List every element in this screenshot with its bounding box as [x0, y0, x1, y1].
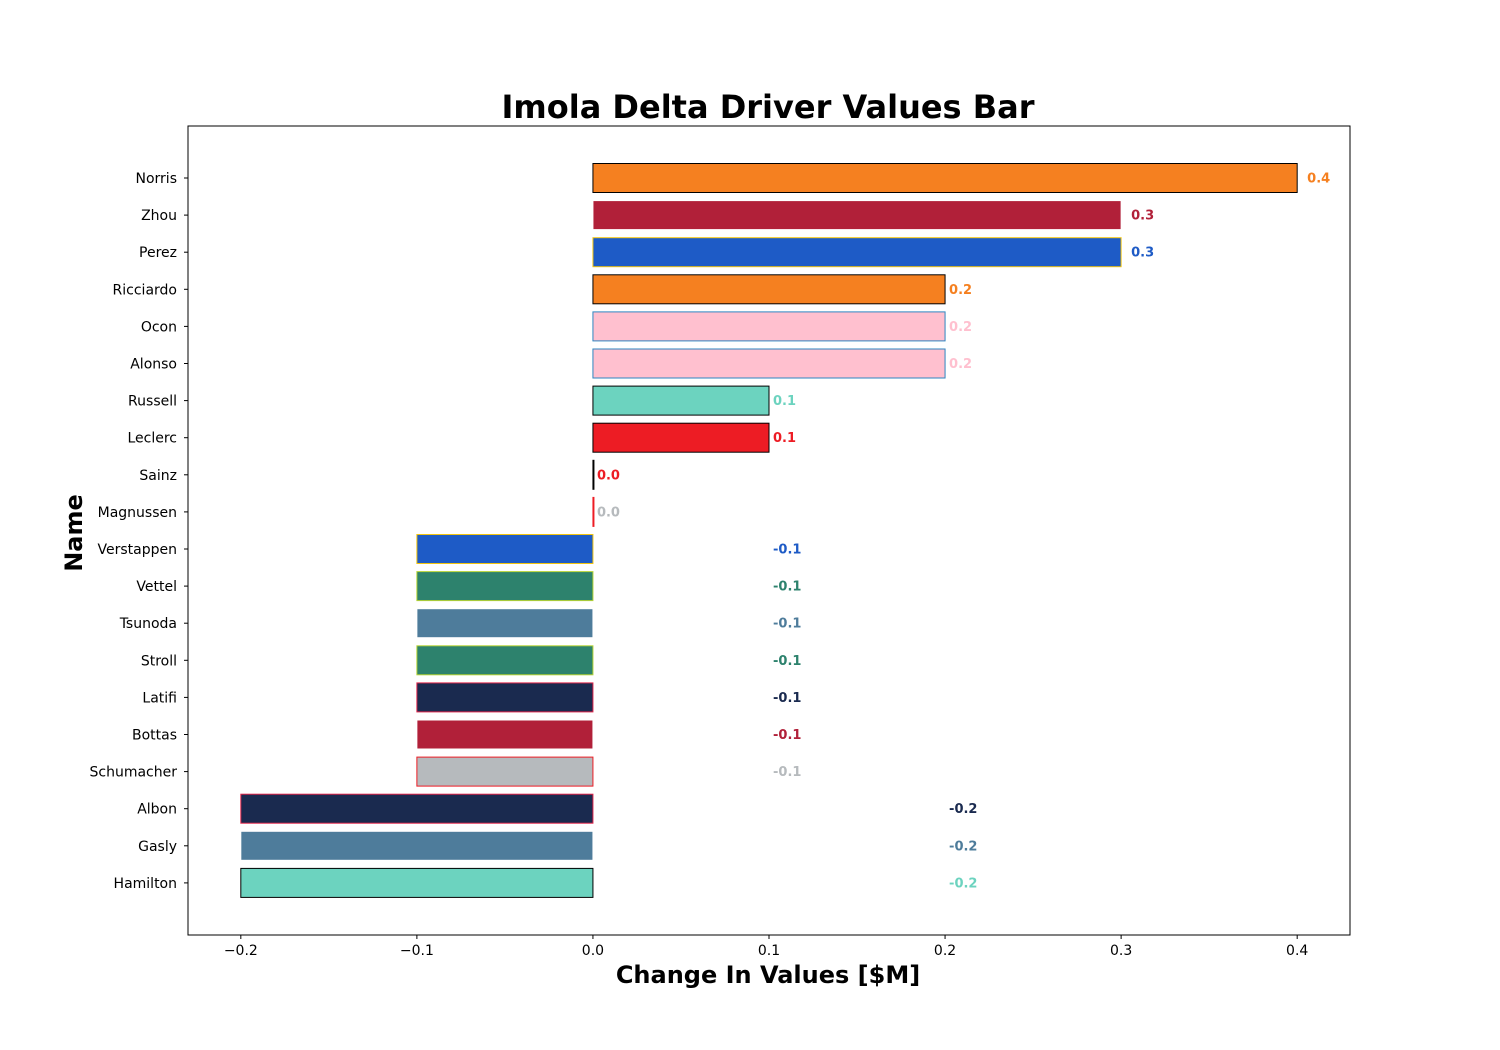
y-tick-label-gasly: Gasly	[138, 839, 177, 855]
bar-schumacher	[416, 756, 594, 787]
bar-hamilton	[240, 867, 594, 898]
bar-ricciardo	[592, 274, 946, 305]
y-tick-label-latifi: Latifi	[142, 690, 177, 706]
y-tick-label-ricciardo: Ricciardo	[113, 282, 177, 298]
value-label-sainz: 0.0	[597, 468, 620, 483]
y-tick-label-tsunoda: Tsunoda	[119, 616, 177, 632]
value-label-hamilton: -0.2	[949, 876, 977, 891]
value-label-norris: 0.4	[1307, 172, 1330, 187]
value-label-alonso: 0.2	[949, 357, 972, 372]
y-tick-label-verstappen: Verstappen	[98, 542, 177, 558]
value-label-zhou: 0.3	[1131, 209, 1154, 224]
bar-vettel	[416, 571, 594, 602]
value-label-vettel: -0.1	[773, 580, 801, 595]
value-label-ricciardo: 0.2	[949, 283, 972, 298]
y-tick-label-perez: Perez	[139, 245, 177, 261]
bar-latifi	[416, 682, 594, 713]
y-tick-label-vettel: Vettel	[136, 579, 177, 595]
value-label-magnussen: 0.0	[597, 505, 620, 520]
y-tick-label-schumacher: Schumacher	[90, 765, 178, 781]
value-label-latifi: -0.1	[773, 691, 801, 706]
y-tick-label-stroll: Stroll	[141, 653, 177, 669]
bar-stroll	[416, 645, 594, 676]
y-tick-label-russell: Russell	[128, 394, 177, 410]
y-tick-label-alonso: Alonso	[130, 357, 177, 373]
bar-zhou	[592, 200, 1122, 231]
value-label-ocon: 0.2	[949, 320, 972, 335]
chart-title: Imola Delta Driver Values Bar	[501, 88, 1034, 126]
x-axis-label: Change In Values [$M]	[616, 961, 920, 989]
value-label-bottas: -0.1	[773, 728, 801, 743]
x-tick-label: 0.0	[582, 943, 604, 959]
value-label-perez: 0.3	[1131, 246, 1154, 261]
bar-verstappen	[416, 534, 594, 564]
value-label-tsunoda: -0.1	[773, 617, 801, 632]
value-labels-group: 0.4 0.3 0.3 0.2 0.2 0.2 0.1 0.1 0.0 0.0 -0.1 -0.1 -0…	[597, 172, 1330, 892]
bar-leclerc	[592, 422, 770, 453]
y-axis-label: Name	[60, 494, 88, 572]
y-tick-label-bottas: Bottas	[132, 728, 177, 744]
bar-perez	[592, 237, 1122, 268]
x-tick-label: 0.2	[934, 943, 956, 959]
value-label-schumacher: -0.1	[773, 765, 801, 780]
bar-norris	[592, 163, 1298, 193]
value-label-leclerc: 0.1	[773, 431, 796, 446]
bar-ocon	[592, 311, 946, 342]
x-tick-label: 0.1	[758, 943, 780, 959]
y-tick-label-ocon: Ocon	[141, 319, 177, 335]
x-tick-label: 0.3	[1110, 943, 1132, 959]
value-label-stroll: -0.1	[773, 654, 801, 669]
y-tick-label-hamilton: Hamilton	[114, 876, 177, 892]
y-tick-label-norris: Norris	[136, 171, 178, 187]
value-label-verstappen: -0.1	[773, 543, 801, 558]
value-label-gasly: -0.2	[949, 839, 977, 854]
bar-sainz	[592, 459, 595, 490]
bar-alonso	[592, 348, 946, 379]
y-axis-ticks: Norris Zhou Perez Ricciardo Ocon Alonso Russel…	[90, 171, 188, 892]
y-tick-label-albon: Albon	[137, 802, 177, 818]
x-axis-ticks: −0.2 −0.1 0.0 0.1 0.2 0.3 0.4	[224, 935, 1308, 959]
y-tick-label-zhou: Zhou	[141, 208, 177, 224]
bar-russell	[592, 385, 770, 416]
x-tick-label: −0.1	[400, 943, 434, 959]
bar-albon	[240, 793, 594, 824]
y-tick-label-leclerc: Leclerc	[127, 431, 177, 447]
bar-magnussen	[592, 496, 595, 527]
bar-gasly	[240, 830, 594, 861]
bar-bottas	[416, 719, 594, 750]
bars-group	[240, 163, 1298, 898]
y-tick-label-sainz: Sainz	[139, 468, 177, 484]
value-label-albon: -0.2	[949, 802, 977, 817]
x-tick-label: 0.4	[1286, 943, 1308, 959]
y-tick-label-magnussen: Magnussen	[98, 505, 177, 521]
bar-tsunoda	[416, 608, 594, 639]
value-label-russell: 0.1	[773, 394, 796, 409]
x-tick-label: −0.2	[224, 943, 258, 959]
